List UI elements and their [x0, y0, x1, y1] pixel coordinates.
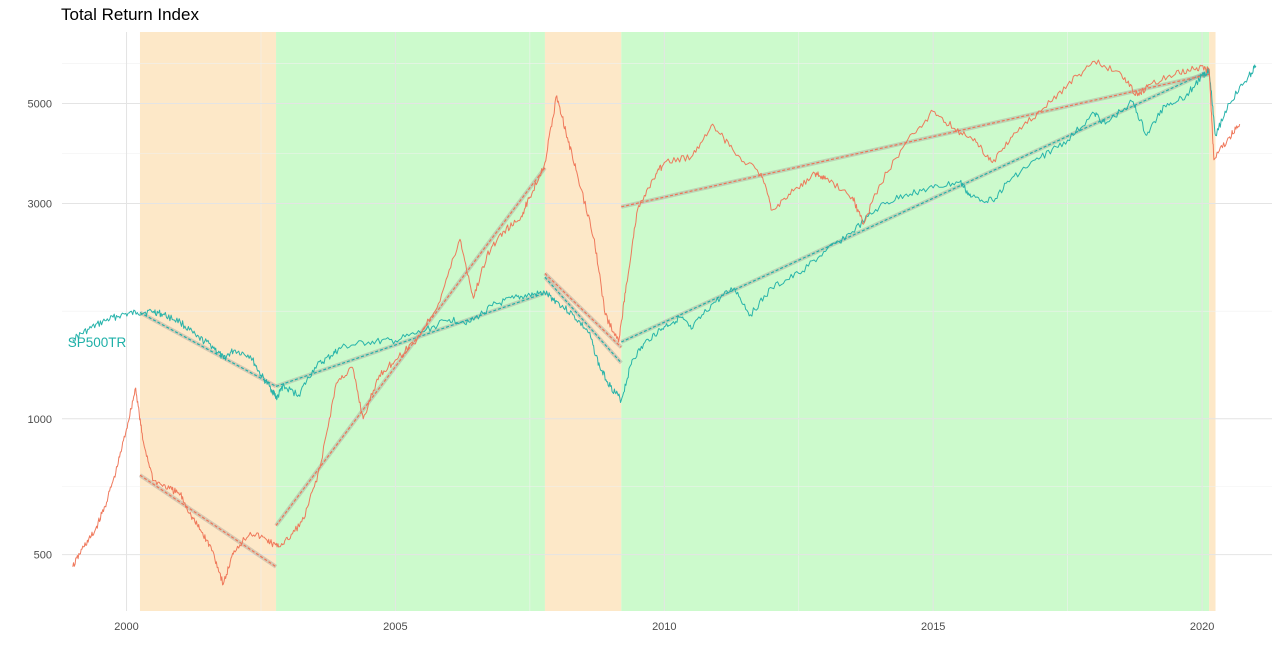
trend-line-nse500trd-5: [275, 167, 546, 526]
regime-band-bull-3: [621, 32, 1210, 611]
regime-band-bear-0: [139, 32, 277, 611]
trend-line-sp500tr-2: [544, 276, 622, 364]
chart-title: Total Return Index: [61, 5, 199, 24]
x-tick-label-2000: 2000: [114, 621, 138, 633]
trend-line-nse500trd-4: [139, 474, 277, 568]
series-line-nse500trd: [72, 59, 1241, 586]
trend-line-sp500tr-1: [275, 292, 546, 387]
y-tick-label-1000: 1000: [28, 414, 52, 426]
x-tick-label-2015: 2015: [921, 621, 945, 633]
y-tick-label-3000: 3000: [28, 199, 52, 211]
trend-line-nse500trd-6: [544, 273, 622, 348]
regime-band-bear-4: [1209, 32, 1216, 611]
series-label-text-sp500tr: SP500TR: [68, 335, 127, 350]
x-tick-label-2010: 2010: [652, 621, 676, 633]
trend-line-sp500tr-3: [621, 70, 1210, 343]
y-tick-label-5000: 5000: [28, 98, 52, 110]
x-tick-label-2005: 2005: [383, 621, 407, 633]
x-tick-label-2020: 2020: [1190, 621, 1214, 633]
regime-band-bull-1: [276, 32, 545, 611]
trend-line-sp500tr-0: [139, 312, 277, 387]
series-line-sp500tr: [72, 64, 1257, 403]
trend-line-nse500trd-7: [621, 73, 1210, 208]
y-tick-label-500: 500: [34, 550, 52, 562]
series-label-sp500tr: SP500TR: [68, 335, 127, 350]
